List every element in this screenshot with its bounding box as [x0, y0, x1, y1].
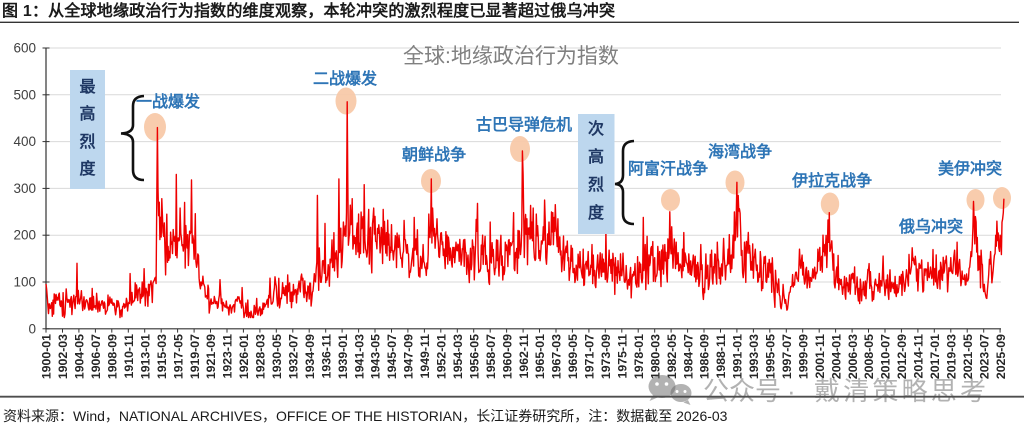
svg-text:600: 600 [13, 41, 36, 56]
svg-text:200: 200 [13, 228, 36, 243]
svg-text:1999-09: 1999-09 [796, 334, 810, 379]
svg-text:1997-07: 1997-07 [780, 334, 794, 379]
svg-text:高: 高 [79, 104, 95, 123]
svg-text:1984-07: 1984-07 [681, 334, 695, 379]
svg-text:·: · [787, 376, 796, 406]
svg-text:美伊冲突: 美伊冲突 [938, 159, 1002, 178]
svg-text:1995-05: 1995-05 [764, 334, 778, 379]
svg-text:1915-03: 1915-03 [155, 334, 169, 379]
svg-text:二战爆发: 二战爆发 [313, 69, 378, 88]
svg-text:阿富汗战争: 阿富汗战争 [628, 159, 708, 178]
svg-text:1978-01: 1978-01 [632, 334, 646, 379]
svg-text:1954-03: 1954-03 [451, 334, 465, 379]
svg-text:2001-11: 2001-11 [813, 334, 827, 379]
svg-text:1988-11: 1988-11 [714, 334, 728, 379]
svg-text:1923-11: 1923-11 [221, 334, 235, 379]
svg-text:1943-05: 1943-05 [369, 334, 383, 379]
svg-text:最: 最 [79, 78, 96, 96]
svg-text:1919-07: 1919-07 [188, 334, 202, 379]
svg-text:0: 0 [28, 321, 36, 336]
svg-text:100: 100 [13, 275, 36, 290]
svg-text:400: 400 [13, 134, 36, 149]
svg-text:朝鲜战争: 朝鲜战争 [402, 145, 466, 164]
svg-text:1932-07: 1932-07 [287, 334, 301, 379]
svg-text:1962-11: 1962-11 [517, 334, 531, 379]
svg-text:2017-01: 2017-01 [928, 334, 942, 379]
svg-text:次: 次 [588, 119, 604, 138]
svg-text:1982-05: 1982-05 [665, 334, 679, 379]
svg-text:1934-09: 1934-09 [303, 334, 317, 379]
svg-text:1941-03: 1941-03 [352, 334, 366, 379]
svg-text:全球:地缘政治行为指数: 全球:地缘政治行为指数 [403, 45, 619, 68]
svg-text:伊拉克战争: 伊拉克战争 [791, 171, 872, 190]
svg-text:度: 度 [79, 159, 96, 178]
svg-text:1969-05: 1969-05 [566, 334, 580, 379]
svg-text:300: 300 [13, 181, 36, 196]
svg-text:1917-05: 1917-05 [171, 334, 185, 379]
svg-text:戴清策略思考: 戴清策略思考 [814, 376, 989, 406]
svg-text:1945-07: 1945-07 [385, 334, 399, 379]
svg-text:1936-11: 1936-11 [319, 334, 333, 379]
svg-text:1939-01: 1939-01 [336, 334, 350, 379]
svg-text:2019-03: 2019-03 [945, 334, 959, 379]
svg-text:2010-07: 2010-07 [879, 334, 893, 379]
svg-text:古巴导弹危机: 古巴导弹危机 [476, 115, 572, 134]
svg-text:2004-01: 2004-01 [829, 334, 843, 379]
svg-text:烈: 烈 [79, 133, 95, 151]
svg-text:1960-09: 1960-09 [500, 334, 514, 379]
svg-text:1991-01: 1991-01 [731, 334, 745, 379]
svg-text:2008-05: 2008-05 [862, 334, 876, 379]
svg-text:2021-05: 2021-05 [961, 334, 975, 379]
svg-text:1908-09: 1908-09 [106, 334, 120, 379]
svg-text:2006-03: 2006-03 [846, 334, 860, 379]
svg-text:500: 500 [13, 87, 36, 102]
svg-text:1958-07: 1958-07 [484, 334, 498, 379]
svg-text:1956-05: 1956-05 [467, 334, 481, 379]
svg-text:公众号: 公众号 [703, 376, 781, 406]
svg-text:1900-01: 1900-01 [40, 334, 54, 379]
svg-text:1975-11: 1975-11 [616, 334, 630, 379]
svg-text:图 1：从全球地缘政治行为指数的维度观察，本轮冲突的激烈程度: 图 1：从全球地缘政治行为指数的维度观察，本轮冲突的激烈程度已显著超过俄乌冲突 [2, 1, 615, 20]
svg-text:1928-03: 1928-03 [254, 334, 268, 379]
svg-text:海湾战争: 海湾战争 [708, 142, 772, 161]
svg-text:1986-09: 1986-09 [698, 334, 712, 379]
svg-text:2025-09: 2025-09 [994, 334, 1008, 379]
svg-text:1973-09: 1973-09 [599, 334, 613, 379]
svg-text:2014-11: 2014-11 [912, 334, 926, 379]
svg-text:1910-11: 1910-11 [122, 334, 136, 379]
svg-text:1947-09: 1947-09 [402, 334, 416, 379]
svg-text:度: 度 [588, 203, 605, 222]
svg-text:1993-03: 1993-03 [747, 334, 761, 379]
svg-text:1980-03: 1980-03 [648, 334, 662, 379]
svg-text:高: 高 [588, 147, 604, 166]
svg-text:1965-01: 1965-01 [533, 334, 547, 379]
svg-text:1913-01: 1913-01 [138, 334, 152, 379]
svg-text:资料来源：Wind，NATIONAL ARCHIVES，OF: 资料来源：Wind，NATIONAL ARCHIVES，OFFICE OF TH… [3, 408, 728, 424]
svg-text:一战爆发: 一战爆发 [136, 92, 201, 111]
svg-text:1967-03: 1967-03 [550, 334, 564, 379]
svg-text:1921-09: 1921-09 [204, 334, 218, 379]
svg-text:1971-07: 1971-07 [583, 334, 597, 379]
svg-text:1952-01: 1952-01 [435, 334, 449, 379]
svg-text:1904-05: 1904-05 [73, 334, 87, 379]
svg-text:俄乌冲突: 俄乌冲突 [898, 217, 963, 236]
svg-text:2012-09: 2012-09 [895, 334, 909, 379]
svg-text:1949-11: 1949-11 [418, 334, 432, 379]
svg-text:烈: 烈 [588, 176, 604, 194]
svg-text:1906-07: 1906-07 [89, 334, 103, 379]
svg-text:1930-05: 1930-05 [270, 334, 284, 379]
svg-text:1926-01: 1926-01 [237, 334, 251, 379]
svg-text:1902-03: 1902-03 [56, 334, 70, 379]
svg-text:2023-07: 2023-07 [977, 334, 991, 379]
